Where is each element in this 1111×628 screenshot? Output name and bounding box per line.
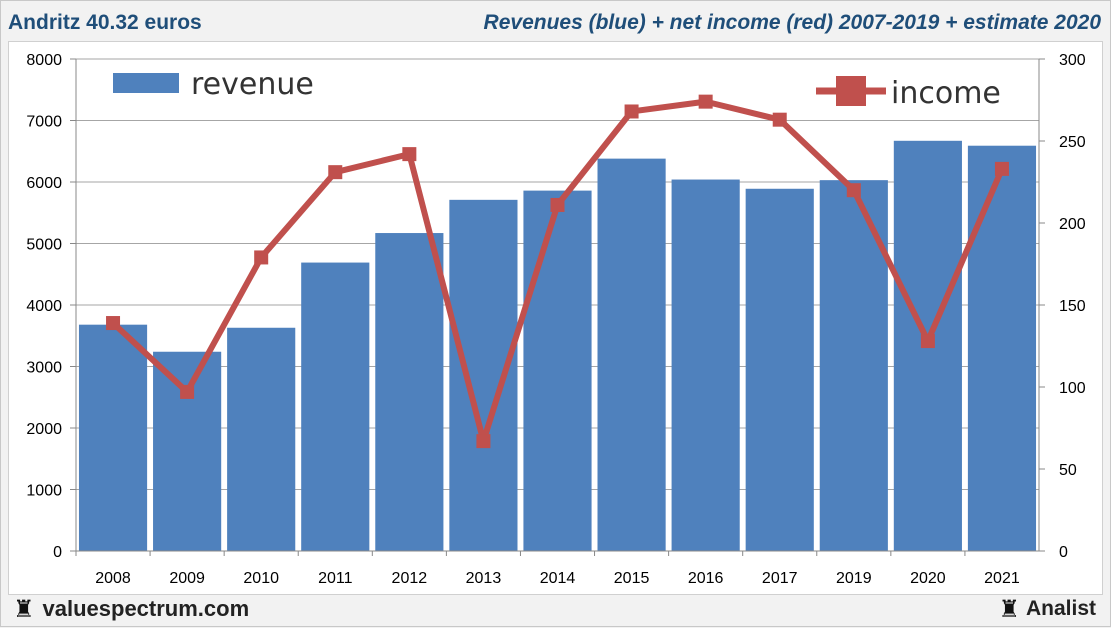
left-tick-label: 2000 xyxy=(26,421,62,438)
income-marker xyxy=(624,104,639,119)
income-marker xyxy=(772,112,787,127)
income-marker xyxy=(180,384,195,399)
right-tick-label: 200 xyxy=(1059,216,1086,233)
income-marker xyxy=(254,250,269,265)
income-marker xyxy=(550,197,565,212)
axis-layer: 0 1000 2000 3000 4000 5000 6000 7000 8000 0 50 100 1… xyxy=(26,52,1085,587)
income-marker xyxy=(402,147,417,162)
left-tick-label: 6000 xyxy=(26,175,62,192)
left-tick-label: 1000 xyxy=(26,483,62,500)
legend-label-revenue: revenue xyxy=(191,67,314,102)
income-marker xyxy=(328,165,343,180)
income-marker xyxy=(846,183,861,198)
right-tick-label: 150 xyxy=(1059,298,1086,315)
income-marker xyxy=(476,434,491,449)
revenue-bar xyxy=(153,351,222,551)
right-tick-label: 250 xyxy=(1059,134,1086,151)
right-tick-label: 0 xyxy=(1059,544,1068,561)
income-marker xyxy=(106,316,121,331)
legend-label-income: income xyxy=(891,76,1001,111)
revenue-bar xyxy=(671,179,740,552)
x-tick-label: 2013 xyxy=(466,570,502,587)
chart-title: Revenues (blue) + net income (red) 2007-… xyxy=(483,11,1101,34)
left-tick-label: 7000 xyxy=(26,114,62,131)
brand-valuespectrum: valuespectrum.com xyxy=(42,596,250,621)
x-tick-label: 2016 xyxy=(688,570,724,587)
bar-layer xyxy=(78,140,1037,552)
x-tick-label: 2017 xyxy=(762,570,798,587)
x-tick-label: 2021 xyxy=(984,570,1020,587)
x-tick-label: 2019 xyxy=(836,570,872,587)
line-layer xyxy=(106,94,1009,449)
revenue-bar xyxy=(597,158,666,551)
legend-marker-income xyxy=(836,76,866,106)
left-tick-label: 4000 xyxy=(26,298,62,315)
left-tick-label: 0 xyxy=(53,544,62,561)
income-marker xyxy=(698,94,713,109)
left-tick-label: 5000 xyxy=(26,237,62,254)
x-tick-label: 2010 xyxy=(243,570,279,587)
revenue-bar xyxy=(301,262,370,551)
x-tick-label: 2015 xyxy=(614,570,650,587)
right-tick-label: 300 xyxy=(1059,52,1086,69)
revenue-bar xyxy=(375,233,444,552)
x-tick-label: 2020 xyxy=(910,570,946,587)
legend-layer: revenue income xyxy=(113,67,1001,111)
x-tick-label: 2014 xyxy=(540,570,576,587)
rook-icon: ♜ xyxy=(13,595,35,623)
x-tick-label: 2012 xyxy=(392,570,428,587)
revenue-bar xyxy=(523,190,592,552)
x-tick-label: 2008 xyxy=(95,570,131,587)
left-tick-label: 3000 xyxy=(26,360,62,377)
x-tick-label: 2011 xyxy=(318,570,353,587)
page-title: Andritz 40.32 euros xyxy=(8,11,202,34)
x-tick-label: 2009 xyxy=(169,570,205,587)
revenue-bar xyxy=(227,327,296,551)
legend-swatch-revenue xyxy=(113,73,179,93)
brand-analist: Analist xyxy=(1025,597,1096,620)
left-tick-label: 8000 xyxy=(26,52,62,69)
income-marker xyxy=(920,334,935,349)
revenue-bar xyxy=(745,188,814,551)
revenue-bar xyxy=(449,199,518,551)
revenue-bar xyxy=(967,145,1037,551)
right-tick-label: 100 xyxy=(1059,380,1086,397)
income-marker xyxy=(994,161,1009,176)
rook-icon: ♜ xyxy=(998,595,1020,623)
footer-brand-right: ♜ Analist xyxy=(998,595,1096,623)
footer-brand-left: ♜ valuespectrum.com xyxy=(13,595,249,623)
revenue-bar xyxy=(78,324,148,551)
right-tick-label: 50 xyxy=(1059,462,1077,479)
